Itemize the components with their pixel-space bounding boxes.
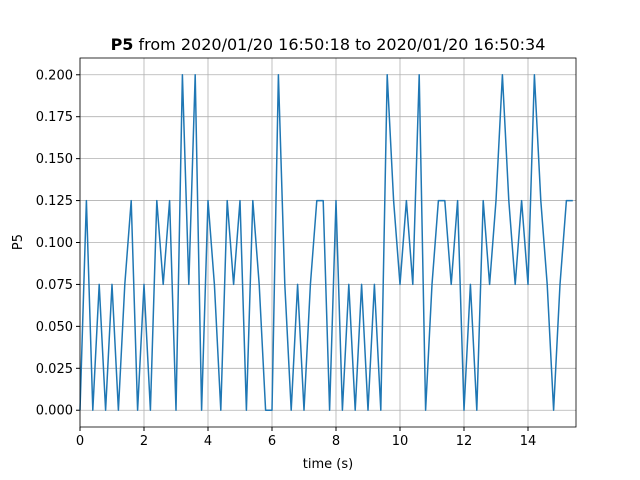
x-tick-label: 10	[392, 434, 409, 449]
y-tick-label: 0.100	[36, 236, 73, 251]
y-axis-label: P5	[11, 234, 26, 250]
x-tick-label: 0	[76, 434, 84, 449]
title-rest: from 2020/01/20 16:50:18 to 2020/01/20 1…	[139, 35, 546, 54]
y-tick-label: 0.075	[36, 278, 73, 293]
y-tick-label: 0.025	[36, 362, 73, 377]
y-tick-label: 0.200	[36, 68, 73, 83]
x-tick-label: 8	[332, 434, 340, 449]
y-tick-label: 0.125	[36, 194, 73, 209]
data-line	[79, 74, 573, 411]
x-tick-label: 6	[268, 434, 276, 449]
x-tick-label: 4	[204, 434, 212, 449]
chart-title: P5 from 2020/01/20 16:50:18 to 2020/01/2…	[111, 35, 546, 54]
plot-frame	[79, 57, 577, 428]
x-tick-label: 14	[520, 434, 537, 449]
x-tick-label: 2	[140, 434, 148, 449]
y-tick-label: 0.175	[36, 110, 73, 125]
y-tick-label: 0.000	[36, 404, 73, 419]
x-tick-label: 12	[456, 434, 473, 449]
x-axis-label: time (s)	[303, 457, 353, 472]
title-bold: P5	[111, 35, 134, 54]
y-tick-label: 0.050	[36, 320, 73, 335]
y-tick-label: 0.150	[36, 152, 73, 167]
